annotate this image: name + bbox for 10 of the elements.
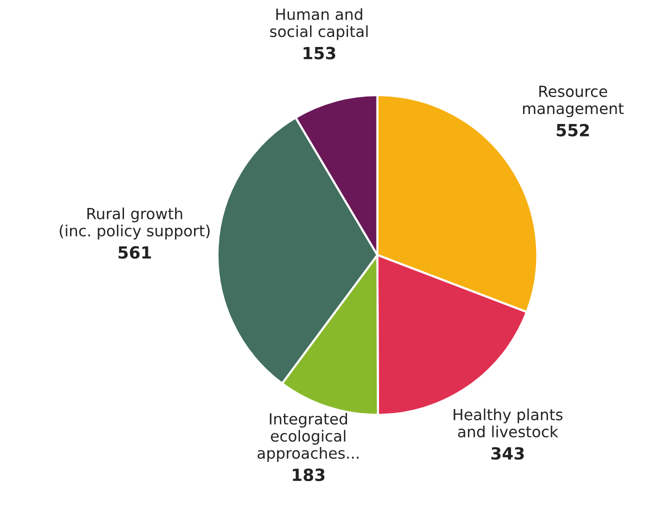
slice-label: Rural growth (inc. policy support) (60, 208, 210, 240)
slice-label: Resource management (523, 86, 624, 118)
slice-label: Healthy plants and livestock (454, 408, 562, 438)
data-label: 552 (556, 124, 589, 136)
data-label: 343 (491, 447, 524, 460)
slice-label: Human and social capital (270, 8, 368, 40)
data-label: 153 (304, 46, 336, 60)
data-label: 183 (292, 468, 324, 482)
data-label: 561 (118, 246, 151, 259)
slice-label: Integrated ecological approaches... (258, 412, 358, 462)
